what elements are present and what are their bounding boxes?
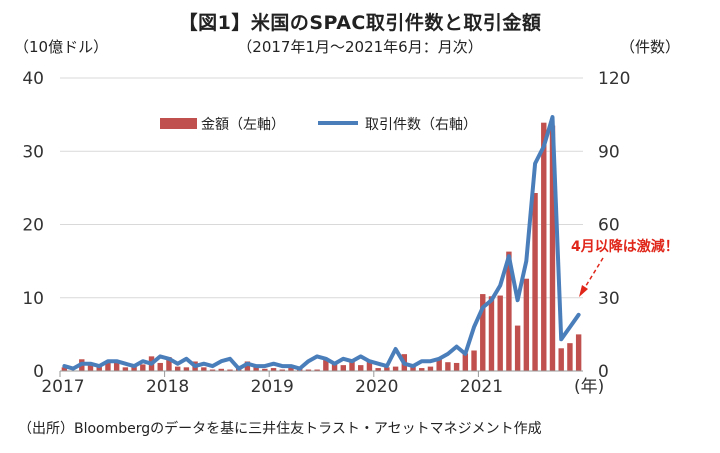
bar <box>384 367 390 371</box>
x-tick-label: 2017 <box>41 377 84 397</box>
left-axis-tick-label: 10 <box>22 289 44 309</box>
bar <box>314 369 320 371</box>
bar <box>506 251 512 371</box>
bar <box>87 362 94 371</box>
bar <box>471 350 477 371</box>
bar <box>122 367 129 371</box>
bar <box>96 366 102 371</box>
legend-bar-label: 金額（左軸） <box>201 117 285 133</box>
bar <box>358 365 364 371</box>
bar <box>244 361 251 371</box>
line-series <box>62 115 581 371</box>
bar <box>279 369 285 371</box>
left-axis-unit: （10億ドル） <box>14 38 109 56</box>
bar <box>567 343 573 371</box>
bar <box>218 368 224 371</box>
bar <box>262 368 268 371</box>
bar <box>253 366 259 371</box>
source-note: （出所）Bloombergのデータを基に三井住友トラスト・アセットマネジメント作… <box>18 421 542 437</box>
bar <box>323 359 329 371</box>
bar <box>375 368 381 371</box>
bar <box>105 361 111 371</box>
x-axis-ticks: 2017 2018 2019 2020 2021 <box>41 371 503 397</box>
bar <box>523 278 530 371</box>
bar <box>497 295 503 371</box>
right-axis-tick-label: 60 <box>598 216 620 236</box>
annotation-arrowhead <box>579 285 588 297</box>
left-axis-tick-labels: 0 10 20 30 40 <box>22 69 44 382</box>
bar <box>270 368 277 371</box>
bar <box>288 367 294 371</box>
right-axis-tick-label: 0 <box>598 362 609 382</box>
right-axis-tick-labels: 0 30 60 90 120 <box>598 69 630 382</box>
left-axis-tick-label: 40 <box>22 69 44 89</box>
bar <box>227 369 233 371</box>
bar <box>488 296 495 371</box>
bar <box>174 366 181 371</box>
bar <box>549 125 556 371</box>
legend-line-label: 取引件数（右軸） <box>365 117 477 133</box>
bar <box>140 364 146 371</box>
bar <box>366 360 373 371</box>
bar <box>514 325 521 371</box>
gridlines <box>60 77 583 299</box>
bar <box>166 357 172 371</box>
right-axis-tick-label: 30 <box>598 289 620 309</box>
annotation-text: 4月以降は激減！ <box>571 238 679 255</box>
bar <box>305 369 312 371</box>
bar <box>183 367 190 371</box>
bar <box>453 362 460 371</box>
bar <box>445 362 451 371</box>
bar <box>157 362 163 371</box>
legend: 金額（左軸） 取引件数（右軸） <box>160 117 477 133</box>
bar <box>331 363 338 371</box>
chart-subtitle: （2017年1月～2021年6月：月次） <box>237 38 483 56</box>
x-tick-label: 2021 <box>460 377 503 397</box>
bar <box>462 353 469 371</box>
bar <box>436 359 442 371</box>
bar <box>209 369 216 371</box>
bar <box>427 366 434 371</box>
right-axis-tick-label: 90 <box>598 142 620 162</box>
annotation-arrow <box>583 257 604 290</box>
bar <box>113 360 120 371</box>
left-axis-tick-label: 20 <box>22 216 44 236</box>
chart-title: 【図1】米国のSPAC取引件数と取引金額 <box>178 12 542 34</box>
bar <box>340 365 346 371</box>
legend-bar-swatch <box>160 118 197 129</box>
bar <box>392 366 399 371</box>
bar <box>541 122 547 372</box>
left-axis-tick-label: 0 <box>33 362 44 382</box>
bar-series <box>61 122 582 372</box>
bar <box>558 348 564 371</box>
bar <box>201 367 207 371</box>
x-tick-label: 2020 <box>355 377 398 397</box>
bar <box>349 360 355 371</box>
x-tick-label: 2018 <box>146 377 189 397</box>
bar <box>131 366 137 371</box>
x-axis-unit: (年) <box>574 377 604 397</box>
right-axis-tick-label: 120 <box>598 69 630 89</box>
bar <box>480 294 486 371</box>
bar <box>575 334 582 371</box>
bar <box>419 368 425 371</box>
left-axis-tick-label: 30 <box>22 142 44 162</box>
x-tick-label: 2019 <box>251 377 294 397</box>
bar <box>61 367 68 371</box>
bar <box>532 193 538 371</box>
right-axis-unit: （件数） <box>619 38 680 56</box>
